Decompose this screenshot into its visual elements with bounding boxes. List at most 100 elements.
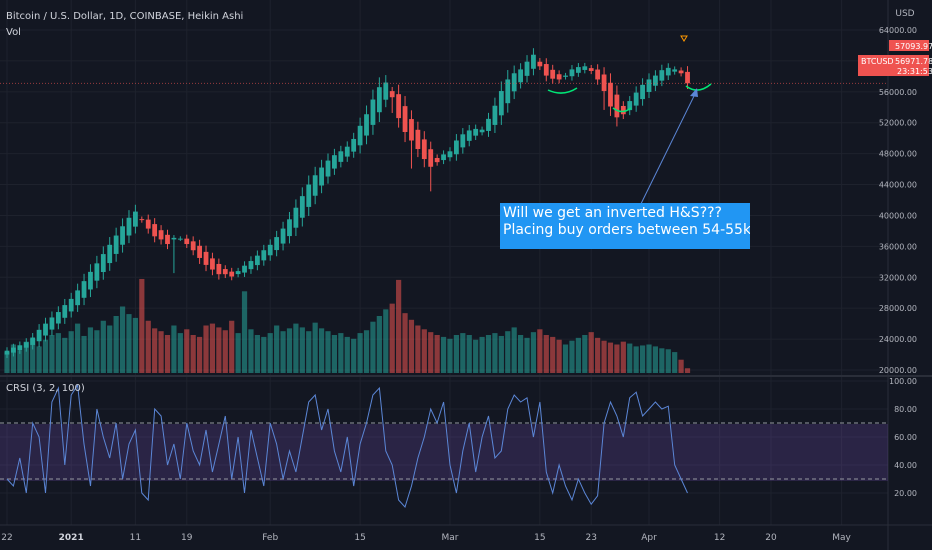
candle-body xyxy=(402,106,408,132)
candle-body xyxy=(672,69,678,72)
volume-bar xyxy=(42,339,49,373)
candle-body xyxy=(640,84,645,100)
crsi-tick: 80.00 xyxy=(894,405,917,414)
volume-bar xyxy=(370,321,376,373)
candle-body xyxy=(511,73,517,92)
callout-arrow xyxy=(632,89,698,221)
volume-bar xyxy=(652,346,659,373)
volume-bar xyxy=(582,335,588,373)
candle-body xyxy=(595,69,601,80)
price-axis[interactable]: USD64000.0060000.0056000.0052000.0048000… xyxy=(858,9,932,498)
volume-bar xyxy=(107,325,113,373)
volume-bar xyxy=(562,344,569,373)
annotation-box[interactable]: Will we get an inverted H&S??? Placing b… xyxy=(500,203,750,249)
volume-bar xyxy=(639,345,646,373)
volume-bar xyxy=(261,336,267,373)
volume-bar xyxy=(672,352,678,373)
candle-body xyxy=(479,129,485,133)
volume-bar xyxy=(4,352,10,373)
candle-body xyxy=(409,119,414,141)
volume-bar xyxy=(10,344,17,373)
candle-body xyxy=(569,69,575,77)
candle-body xyxy=(505,79,511,104)
candle-body xyxy=(62,305,68,318)
volume-bar xyxy=(344,336,350,373)
time-tick: 15 xyxy=(354,533,365,543)
volume-bar xyxy=(485,335,492,373)
candle-body xyxy=(556,74,562,80)
volume-bar xyxy=(466,335,472,373)
candle-body xyxy=(460,134,466,148)
volume-bar xyxy=(209,323,216,373)
time-tick: 23 xyxy=(585,533,596,543)
candle-body xyxy=(524,61,530,76)
candle-body xyxy=(165,234,170,245)
volume-bar xyxy=(595,337,601,373)
candle-body xyxy=(582,66,588,70)
volume-bar xyxy=(338,333,344,373)
candle-body xyxy=(389,91,395,98)
volume-bar xyxy=(646,344,652,373)
candle-body xyxy=(94,263,100,281)
symbol-price: 56971.78 xyxy=(895,57,932,66)
annotation-line-1: Will we get an inverted H&S??? xyxy=(503,205,722,221)
candle-body xyxy=(421,139,427,160)
candle-body xyxy=(107,244,113,264)
time-axis[interactable]: 22 2021 11 19 Feb 15 Mar 15 23 Apr 12 20 May xyxy=(1,533,851,543)
time-tick: 11 xyxy=(130,533,141,543)
candle-body xyxy=(68,298,74,312)
candle-body xyxy=(17,345,23,351)
volume-bar xyxy=(55,333,61,373)
candle-body xyxy=(190,241,196,251)
annotation-marks xyxy=(0,35,888,221)
candle-body xyxy=(254,255,260,266)
candle-body xyxy=(447,151,453,158)
volume-bar xyxy=(280,331,286,373)
candle-body xyxy=(203,251,209,265)
candle-body xyxy=(242,265,247,273)
candle-body xyxy=(518,69,523,83)
candle-body xyxy=(454,140,459,155)
price-tick: 52000.00 xyxy=(879,119,917,128)
candle-body xyxy=(49,317,55,330)
candle-body xyxy=(588,68,594,71)
price-tick: 56000.00 xyxy=(879,88,917,97)
candle-body xyxy=(678,70,684,74)
volume-bar xyxy=(518,335,524,373)
candle-body xyxy=(537,61,543,67)
price-tick: 44000.00 xyxy=(879,181,917,190)
symbol-tag-bg xyxy=(858,55,929,76)
volume-bar xyxy=(94,330,100,373)
volume-bar xyxy=(100,320,106,373)
candle-body xyxy=(665,67,671,76)
volume-bar xyxy=(229,320,235,373)
volume-bar xyxy=(363,330,370,373)
candle-body xyxy=(133,211,138,227)
candle-body xyxy=(261,250,267,261)
candle-body xyxy=(364,114,369,136)
volume-bar xyxy=(216,327,222,373)
volume-bar xyxy=(453,335,459,373)
volume-bar xyxy=(479,336,485,373)
volume-bar xyxy=(190,335,196,373)
volume-bar xyxy=(678,359,684,373)
volume-bar xyxy=(325,331,331,373)
volume-bar xyxy=(113,316,119,373)
candle-body xyxy=(441,154,446,161)
crsi-panel xyxy=(0,383,888,508)
price-tag-bg xyxy=(889,40,929,51)
volume-bar xyxy=(248,329,254,373)
volume-bar xyxy=(607,342,614,373)
candle-body xyxy=(543,64,549,76)
candle-body xyxy=(139,219,145,221)
candle-body xyxy=(319,167,324,186)
crsi-label: CRSI (3, 2, 100) xyxy=(6,383,85,394)
time-tick: 15 xyxy=(534,533,545,543)
volume-bar xyxy=(49,335,55,373)
volume-bar xyxy=(659,348,665,373)
candle-body xyxy=(646,79,652,92)
volume-bar xyxy=(286,328,293,373)
candle-body xyxy=(325,160,331,177)
candle-body xyxy=(383,82,389,100)
